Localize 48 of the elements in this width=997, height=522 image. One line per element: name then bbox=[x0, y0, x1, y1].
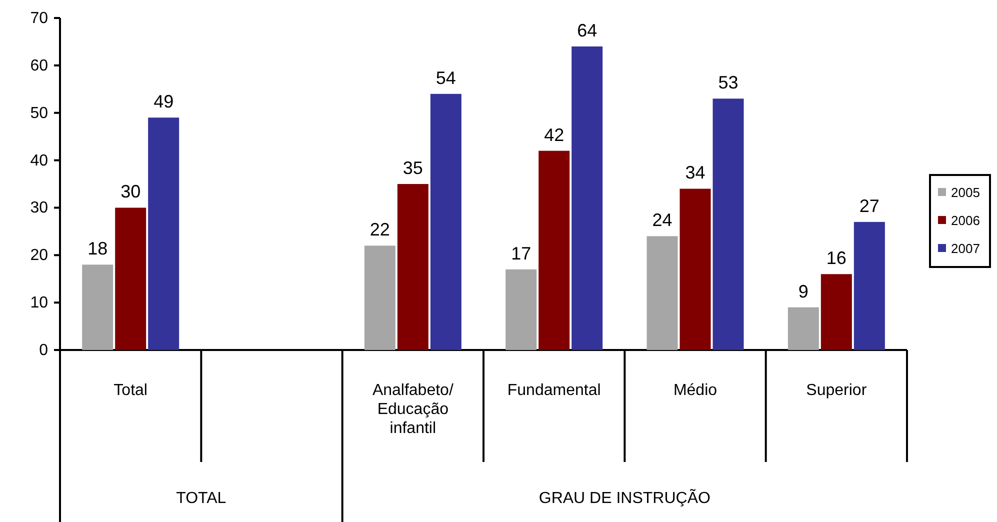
y-tick-label: 0 bbox=[39, 342, 48, 359]
data-label: 53 bbox=[718, 72, 738, 93]
bar bbox=[712, 98, 744, 350]
bar bbox=[506, 269, 537, 350]
x-tick-label: Superior bbox=[806, 382, 868, 399]
bar bbox=[680, 188, 711, 350]
x-tick-label: Fundamental bbox=[507, 382, 601, 399]
y-tick-label: 60 bbox=[30, 57, 48, 74]
legend-label: 2006 bbox=[951, 213, 980, 228]
data-label: 54 bbox=[436, 68, 456, 88]
data-label: 22 bbox=[370, 220, 390, 240]
y-tick-label: 20 bbox=[30, 247, 48, 264]
bar bbox=[397, 184, 428, 350]
data-label: 17 bbox=[511, 243, 532, 264]
legend-label: 2005 bbox=[951, 185, 980, 200]
y-tick-label: 10 bbox=[30, 294, 48, 312]
bar bbox=[572, 46, 603, 350]
y-tick-label: 70 bbox=[30, 10, 48, 27]
data-label: 42 bbox=[544, 124, 564, 145]
data-label: 18 bbox=[88, 238, 108, 259]
x-tick-label: Médio bbox=[673, 382, 718, 399]
bar bbox=[646, 236, 678, 350]
text: GRAU DE INSTRUÇÃO bbox=[538, 488, 710, 507]
data-label: 24 bbox=[652, 210, 672, 230]
bar bbox=[538, 150, 570, 350]
bar bbox=[148, 118, 180, 350]
y-tick-label: 50 bbox=[30, 104, 48, 122]
y-tick-label: 30 bbox=[30, 200, 48, 217]
bar bbox=[854, 222, 885, 350]
x-tick-label: Analfabeto/ Educação infantil bbox=[372, 382, 454, 437]
data-label: 27 bbox=[859, 196, 880, 216]
data-label: 34 bbox=[685, 162, 706, 183]
bar bbox=[115, 208, 146, 350]
bar bbox=[788, 307, 819, 350]
bar bbox=[430, 94, 462, 350]
bar bbox=[364, 246, 396, 350]
bar bbox=[820, 274, 852, 350]
data-label: 49 bbox=[154, 92, 174, 112]
data-label: 30 bbox=[120, 182, 141, 202]
data-label: 16 bbox=[826, 248, 846, 268]
data-label: 64 bbox=[577, 20, 598, 40]
text: TOTAL bbox=[176, 490, 226, 507]
data-label: 35 bbox=[402, 158, 423, 178]
y-tick-label: 40 bbox=[30, 152, 48, 170]
bar bbox=[82, 264, 114, 350]
data-label: 9 bbox=[798, 281, 808, 302]
x-tick-label: Total bbox=[114, 382, 148, 399]
legend-label: 2007 bbox=[951, 241, 980, 256]
